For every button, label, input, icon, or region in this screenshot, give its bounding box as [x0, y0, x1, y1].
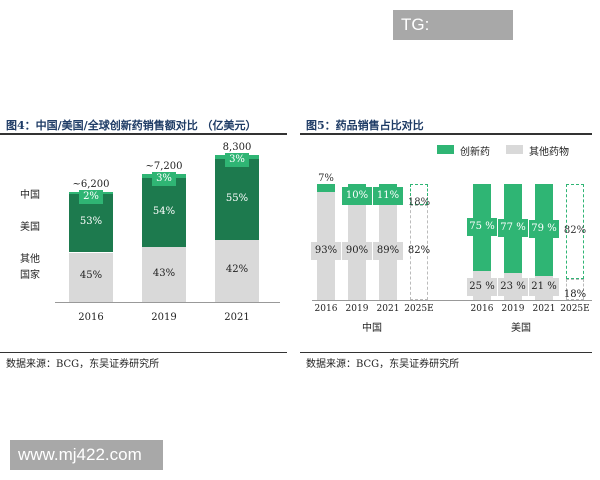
bar-innovative-2016 — [317, 184, 335, 193]
row-label: 美国 — [20, 222, 40, 233]
row-label: 中国 — [20, 190, 40, 201]
data-label: 3% — [225, 152, 249, 167]
data-label-other: 93% — [311, 242, 341, 260]
legend-label-innovative: 创新药 — [460, 147, 490, 158]
x-axis — [312, 300, 592, 301]
x-tick-label: 2025E — [404, 304, 434, 314]
total-label: 8,300 — [222, 141, 252, 153]
x-tick-label: 2021 — [224, 312, 250, 323]
bar-2019-segment-1 — [142, 178, 186, 248]
chart4-source: 数据来源：BCG，东吴证券研究所 — [6, 359, 160, 370]
x-tick-label: 2019 — [501, 304, 525, 314]
data-label-innovative: 18% — [407, 197, 431, 208]
data-label: 43% — [152, 267, 176, 279]
bar-2021-segment-0 — [215, 240, 259, 302]
chart5-source: 数据来源：BCG，东吴证券研究所 — [306, 359, 460, 370]
chart5-source-rule — [300, 352, 592, 353]
chart5-title: 图5：药品销售占比对比 — [306, 119, 424, 132]
bar-2019-segment-0 — [142, 247, 186, 302]
data-label-innovative: 7% — [318, 173, 334, 184]
data-label: 54% — [152, 205, 176, 217]
chart4-source-rule — [0, 352, 287, 353]
projected-bar-other — [410, 204, 428, 300]
group-label: 美国 — [511, 323, 531, 334]
row-label: 国家 — [20, 270, 40, 281]
chart4: 45% 53% 2% ~6,200 2016 43% 54% 3% ~7,200 2019 42% 5… — [20, 141, 280, 323]
x-axis — [55, 302, 280, 303]
total-label: ~7,200 — [145, 161, 183, 173]
data-label-innovative: 11% — [373, 187, 403, 205]
x-tick-label: 2019 — [345, 304, 369, 314]
data-label-innovative: 82% — [563, 224, 587, 236]
x-tick-label: 2016 — [314, 304, 338, 314]
x-tick-label: 2021 — [376, 304, 400, 314]
x-tick-label: 2021 — [532, 304, 556, 314]
data-label-other: 82% — [407, 245, 431, 256]
projected-bar-中国 — [410, 184, 428, 205]
x-tick-label: 2019 — [151, 312, 177, 323]
chart5-title-rule — [300, 133, 592, 135]
data-label-other: 23 % — [498, 278, 528, 296]
projected-bar-other — [566, 279, 584, 300]
x-tick-label: 2025E — [560, 304, 590, 314]
data-label: 42% — [225, 264, 249, 276]
chart4-title: 图4：中国/美国/全球创新药销售额对比 （亿美元） — [6, 119, 257, 132]
data-label: 53% — [79, 216, 103, 228]
legend-swatch-other — [506, 145, 523, 154]
data-label-innovative: 79 % — [529, 219, 559, 238]
data-label: 2% — [79, 190, 103, 204]
data-label: 55% — [225, 192, 249, 204]
data-label-innovative: 75 % — [467, 217, 497, 236]
legend-label-other: 其他药物 — [529, 147, 569, 158]
total-label: ~6,200 — [72, 179, 110, 190]
data-label-other: 18% — [563, 289, 587, 300]
projected-bar-美国 — [566, 184, 584, 280]
data-label: 3% — [152, 172, 176, 187]
data-label: 45% — [79, 270, 103, 282]
chart4-title-rule — [0, 133, 287, 135]
data-label-other: 90% — [342, 242, 372, 260]
watermark-bottom: www.mj422.com — [10, 440, 163, 470]
x-tick-label: 2016 — [78, 312, 104, 323]
bar-2016-segment-0 — [69, 252, 113, 302]
data-label-other: 25 % — [467, 278, 497, 296]
data-label-innovative: 10% — [342, 187, 372, 205]
row-label: 其他 — [20, 254, 40, 265]
data-label-other: 21 % — [529, 278, 559, 296]
bar-2021-segment-1 — [215, 159, 259, 241]
group-label: 中国 — [362, 323, 382, 334]
data-label-other: 89% — [373, 242, 403, 260]
data-label-innovative: 77 % — [498, 218, 528, 237]
x-tick-label: 2016 — [470, 304, 494, 314]
legend-swatch-innovative — [437, 145, 454, 154]
watermark-top: TG: MYYJJPP — [393, 10, 513, 64]
